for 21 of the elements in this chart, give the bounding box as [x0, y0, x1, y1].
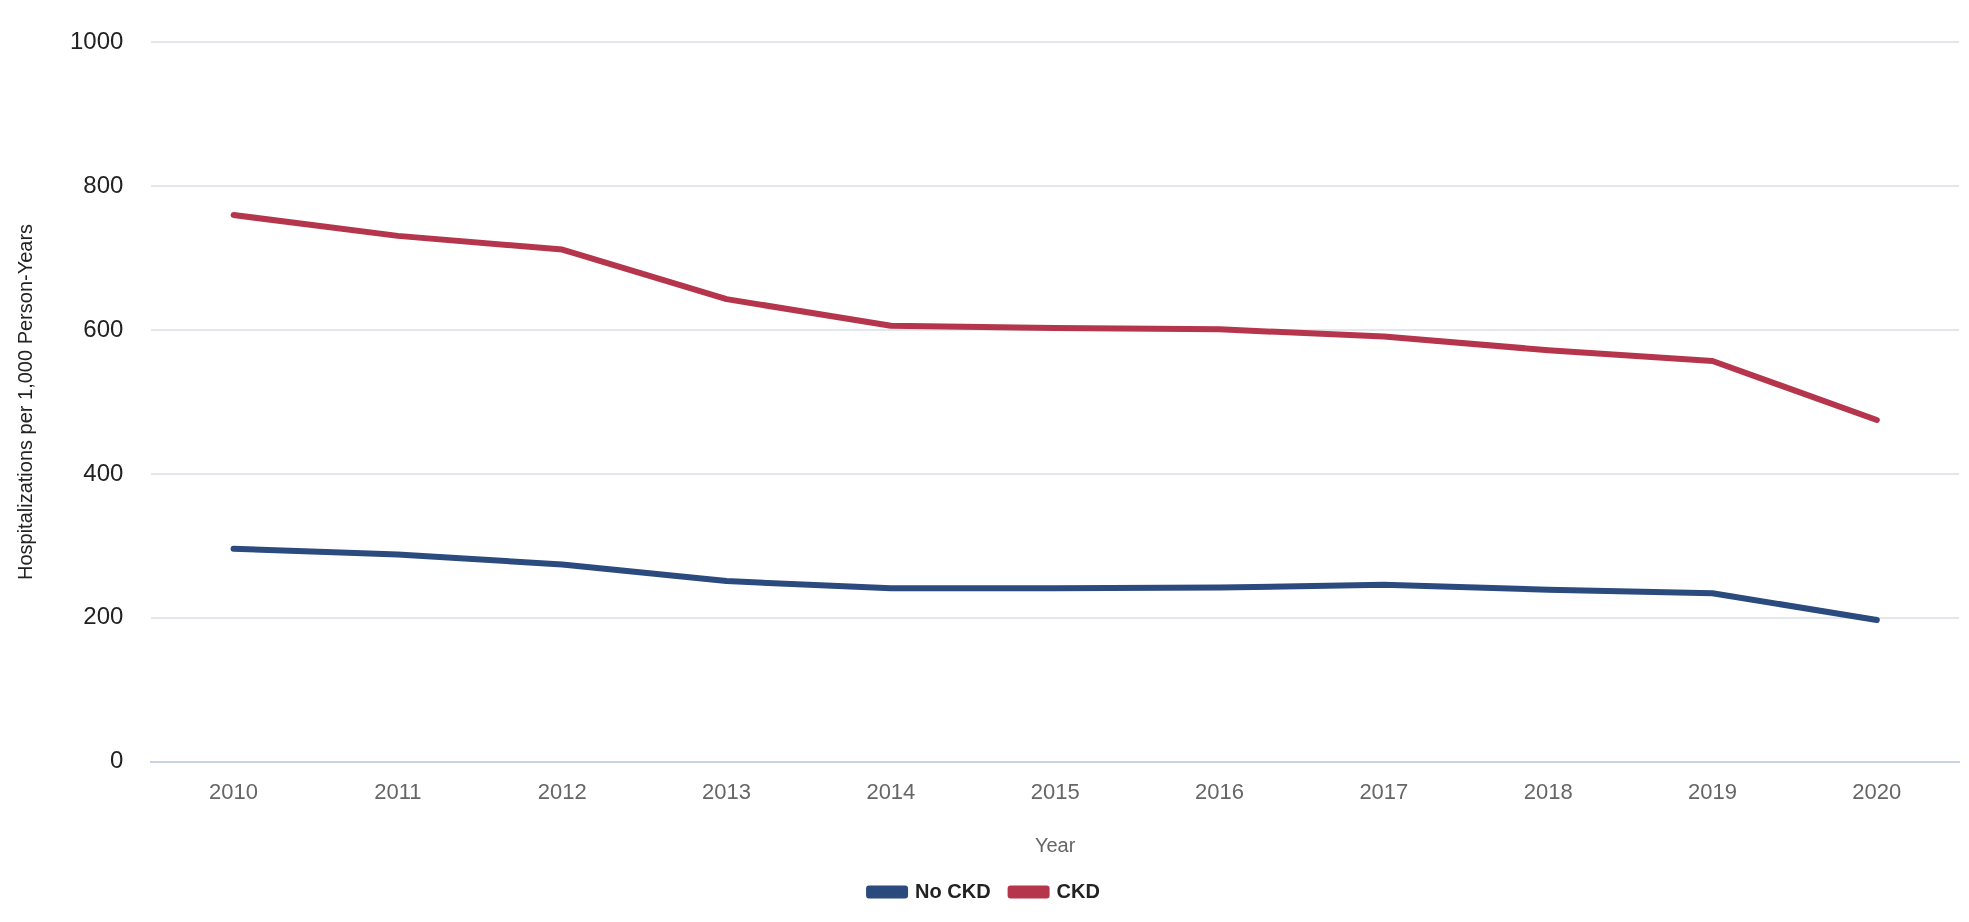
x-tick-label: 2015	[1030, 778, 1080, 804]
y-axis-title: Hospitalizations per 1,000 Person-Years	[13, 223, 36, 581]
y-tick-label: 400	[83, 458, 124, 486]
x-tick-label: 2017	[1359, 778, 1409, 804]
x-tick-label: 2014	[866, 778, 916, 804]
x-tick-label: 2013	[702, 778, 752, 804]
x-tick-label: 2011	[374, 778, 422, 804]
x-axis-title: Year	[1034, 833, 1076, 856]
x-tick-label: 2018	[1523, 778, 1573, 804]
x-tick-label: 2019	[1688, 778, 1737, 804]
y-tick-label: 0	[110, 746, 124, 774]
y-tick-label: 200	[83, 602, 124, 630]
y-tick-label: 1000	[70, 27, 124, 55]
x-tick-label: 2010	[209, 778, 259, 804]
x-tick-label: 2020	[1852, 778, 1902, 804]
x-tick-label: 2016	[1195, 778, 1244, 804]
y-tick-label: 800	[83, 170, 124, 198]
y-tick-label: 600	[83, 314, 124, 342]
legend-label: No CKD	[915, 879, 991, 902]
x-tick-label: 2012	[537, 778, 587, 804]
legend-label: CKD	[1056, 879, 1100, 902]
